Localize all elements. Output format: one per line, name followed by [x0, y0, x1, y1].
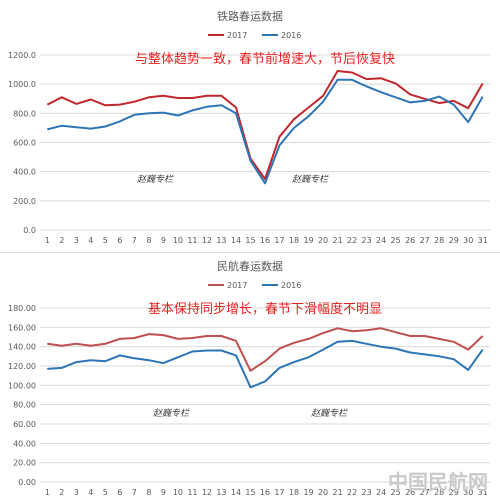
- chart-title: 铁路春运数据: [217, 9, 283, 23]
- x-tick-label: 17: [274, 236, 284, 245]
- x-tick-label: 6: [117, 488, 122, 497]
- y-tick-label: 200.0: [13, 197, 36, 206]
- x-tick-label: 20: [318, 488, 328, 497]
- x-tick-label: 16: [260, 236, 270, 245]
- legend-label-2016: 2016: [281, 31, 301, 40]
- x-tick-label: 5: [103, 488, 108, 497]
- x-tick-label: 12: [202, 236, 212, 245]
- x-tick-label: 24: [376, 236, 386, 245]
- x-tick-label: 25: [391, 236, 401, 245]
- x-tick-label: 8: [146, 236, 151, 245]
- x-tick-label: 2: [59, 488, 64, 497]
- y-tick-label: 20.00: [13, 459, 36, 468]
- x-tick-label: 11: [187, 488, 197, 497]
- y-tick-label: 0.0: [23, 226, 36, 235]
- y-tick-label: 800.0: [13, 109, 36, 118]
- watermark-text: 赵巍专栏: [292, 174, 329, 185]
- x-tick-label: 21: [332, 488, 342, 497]
- watermark-text: 赵巍专栏: [311, 408, 348, 419]
- watermark-text: 赵巍专栏: [153, 408, 190, 419]
- chart-title: 民航春运数据: [217, 259, 283, 273]
- series-line-2016: [47, 78, 484, 185]
- legend-label-2017: 2017: [227, 31, 247, 40]
- y-tick-label: 400.0: [13, 168, 36, 177]
- y-tick-label: 1000.0: [8, 80, 36, 89]
- y-tick-label: 0.00: [18, 478, 36, 487]
- railway-chart: 铁路春运数据 0.0 200.0 400.0 600.0 800.0 1000.0 1200.…: [8, 9, 490, 245]
- x-tick-label: 1: [45, 236, 50, 245]
- x-tick-label: 24: [376, 488, 386, 497]
- x-tick-label: 10: [173, 236, 183, 245]
- series-line-2017: [47, 327, 484, 372]
- x-tick-label: 16: [260, 488, 270, 497]
- x-tick-label: 28: [434, 488, 444, 497]
- x-tick-label: 26: [405, 488, 415, 497]
- x-tick-label: 9: [161, 236, 166, 245]
- x-tick-label: 19: [303, 236, 313, 245]
- x-tick-label: 7: [132, 236, 137, 245]
- legend-label-2016: 2016: [281, 281, 301, 290]
- x-tick-label: 3: [74, 236, 79, 245]
- series-line-2017: [46, 70, 484, 180]
- x-tick-label: 9: [161, 488, 166, 497]
- x-tick-label: 14: [231, 236, 241, 245]
- x-tick-label: 29: [449, 488, 459, 497]
- x-tick-label: 18: [289, 488, 299, 497]
- x-tick-label: 23: [362, 488, 372, 497]
- watermark-text: 赵巍专栏: [137, 174, 174, 185]
- x-tick-label: 25: [391, 488, 401, 497]
- chart-annotation: 基本保持同步增长，春节下滑幅度不明显: [148, 301, 382, 317]
- x-tick-label: 22: [347, 236, 357, 245]
- y-tick-label: 600.0: [13, 139, 36, 148]
- x-tick-label: 8: [146, 488, 151, 497]
- x-tick-label: 3: [74, 488, 79, 497]
- y-tick-label: 100.00: [8, 381, 36, 390]
- x-tick-label: 10: [173, 488, 183, 497]
- x-tick-label: 21: [332, 236, 342, 245]
- x-tick-label: 2: [59, 236, 64, 245]
- x-tick-label: 11: [187, 236, 197, 245]
- y-tick-label: 120.00: [8, 362, 36, 371]
- x-tick-label: 31: [478, 488, 488, 497]
- x-tick-label: 6: [117, 236, 122, 245]
- x-tick-label: 13: [216, 236, 226, 245]
- x-tick-label: 26: [405, 236, 415, 245]
- x-tick-label: 29: [449, 236, 459, 245]
- chart-annotation: 与整体趋势一致，春节前增速大，节后恢复快: [135, 51, 395, 67]
- x-tick-label: 30: [463, 236, 473, 245]
- x-tick-label: 28: [434, 236, 444, 245]
- aviation-chart-panel: 民航春运数据 0.00 20.00 40.00 60.00 80.00 100.00 120.…: [0, 253, 500, 504]
- y-tick-label: 60.00: [13, 420, 36, 429]
- railway-chart-panel: 铁路春运数据 0.0 200.0 400.0 600.0 800.0 1000.0 1200.…: [0, 9, 500, 253]
- x-tick-label: 18: [289, 236, 299, 245]
- x-tick-label: 17: [274, 488, 284, 497]
- x-tick-label: 27: [420, 488, 430, 497]
- x-tick-label: 15: [245, 236, 255, 245]
- aviation-chart: 民航春运数据 0.00 20.00 40.00 60.00 80.00 100.00 120.…: [8, 259, 490, 497]
- x-tick-label: 30: [463, 488, 473, 497]
- y-tick-label: 40.00: [13, 439, 36, 448]
- y-tick-label: 1200.0: [8, 51, 36, 60]
- x-tick-label: 15: [245, 488, 255, 497]
- y-tick-label: 180.00: [8, 304, 36, 313]
- x-tick-label: 1: [45, 488, 50, 497]
- x-tick-label: 23: [362, 236, 372, 245]
- x-tick-label: 13: [216, 488, 226, 497]
- x-tick-label: 12: [202, 488, 212, 497]
- series-line-2016: [47, 339, 484, 389]
- x-tick-label: 22: [347, 488, 357, 497]
- y-tick-label: 140.00: [8, 343, 36, 352]
- x-tick-label: 20: [318, 236, 328, 245]
- x-tick-label: 4: [88, 236, 93, 245]
- x-tick-label: 7: [132, 488, 137, 497]
- x-tick-label: 4: [88, 488, 93, 497]
- y-tick-label: 80.00: [13, 401, 36, 410]
- y-tick-label: 160.00: [8, 323, 36, 332]
- x-tick-label: 31: [478, 236, 488, 245]
- legend-label-2017: 2017: [227, 281, 247, 290]
- x-tick-label: 5: [103, 236, 108, 245]
- x-tick-label: 27: [420, 236, 430, 245]
- x-tick-label: 19: [303, 488, 313, 497]
- x-tick-label: 14: [231, 488, 241, 497]
